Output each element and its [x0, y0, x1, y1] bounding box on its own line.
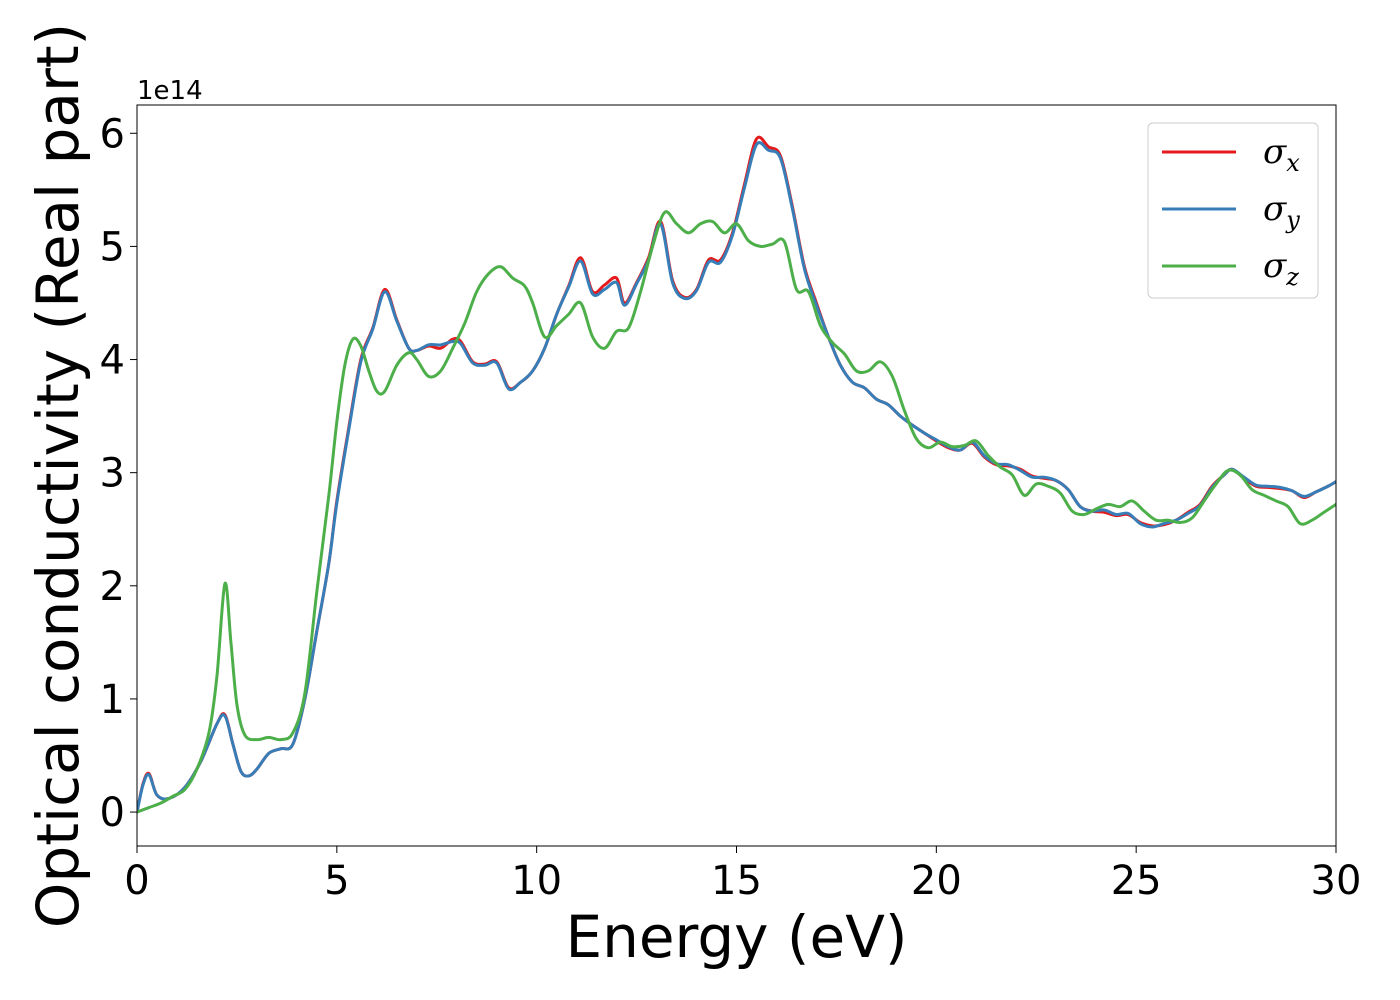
legend-item-sigma-z: σz: [1162, 246, 1299, 291]
y-tick-label: 5: [100, 224, 125, 270]
y-tick-label: 3: [100, 451, 125, 497]
legend-label: σx: [1263, 132, 1300, 177]
x-tick-label: 20: [911, 858, 962, 904]
legend-item-sigma-y: σy: [1162, 189, 1300, 234]
x-axis-title: Energy (eV): [565, 903, 907, 971]
y-tick-label: 0: [100, 790, 125, 836]
legend-item-sigma-x: σx: [1162, 132, 1300, 177]
x-tick-label: 15: [711, 858, 762, 904]
x-axis-ticks: 0 5 10 15 20 25 30: [124, 846, 1361, 904]
x-tick-label: 30: [1311, 858, 1362, 904]
legend: σx σy σz: [1147, 122, 1319, 299]
series-line-sigma-z: [137, 210, 1336, 814]
y-tick-label: 6: [100, 111, 125, 157]
series-layer: [137, 135, 1336, 814]
legend-label: σz: [1263, 246, 1299, 291]
legend-label: σy: [1263, 189, 1300, 234]
x-tick-label: 5: [324, 858, 349, 904]
x-tick-label: 10: [511, 858, 562, 904]
y-tick-label: 2: [100, 564, 125, 610]
series-line-sigma-y: [137, 141, 1336, 814]
x-tick-label: 25: [1111, 858, 1162, 904]
y-tick-label: 1: [100, 677, 125, 723]
y-tick-label: 4: [100, 338, 125, 384]
y-axis-ticks: 0 1 2 3 4 5 6: [100, 111, 137, 836]
y-offset-label: 1e14: [137, 76, 203, 106]
x-tick-label: 0: [124, 858, 149, 904]
y-axis-title: Optical conductivity (Real part): [24, 23, 92, 928]
